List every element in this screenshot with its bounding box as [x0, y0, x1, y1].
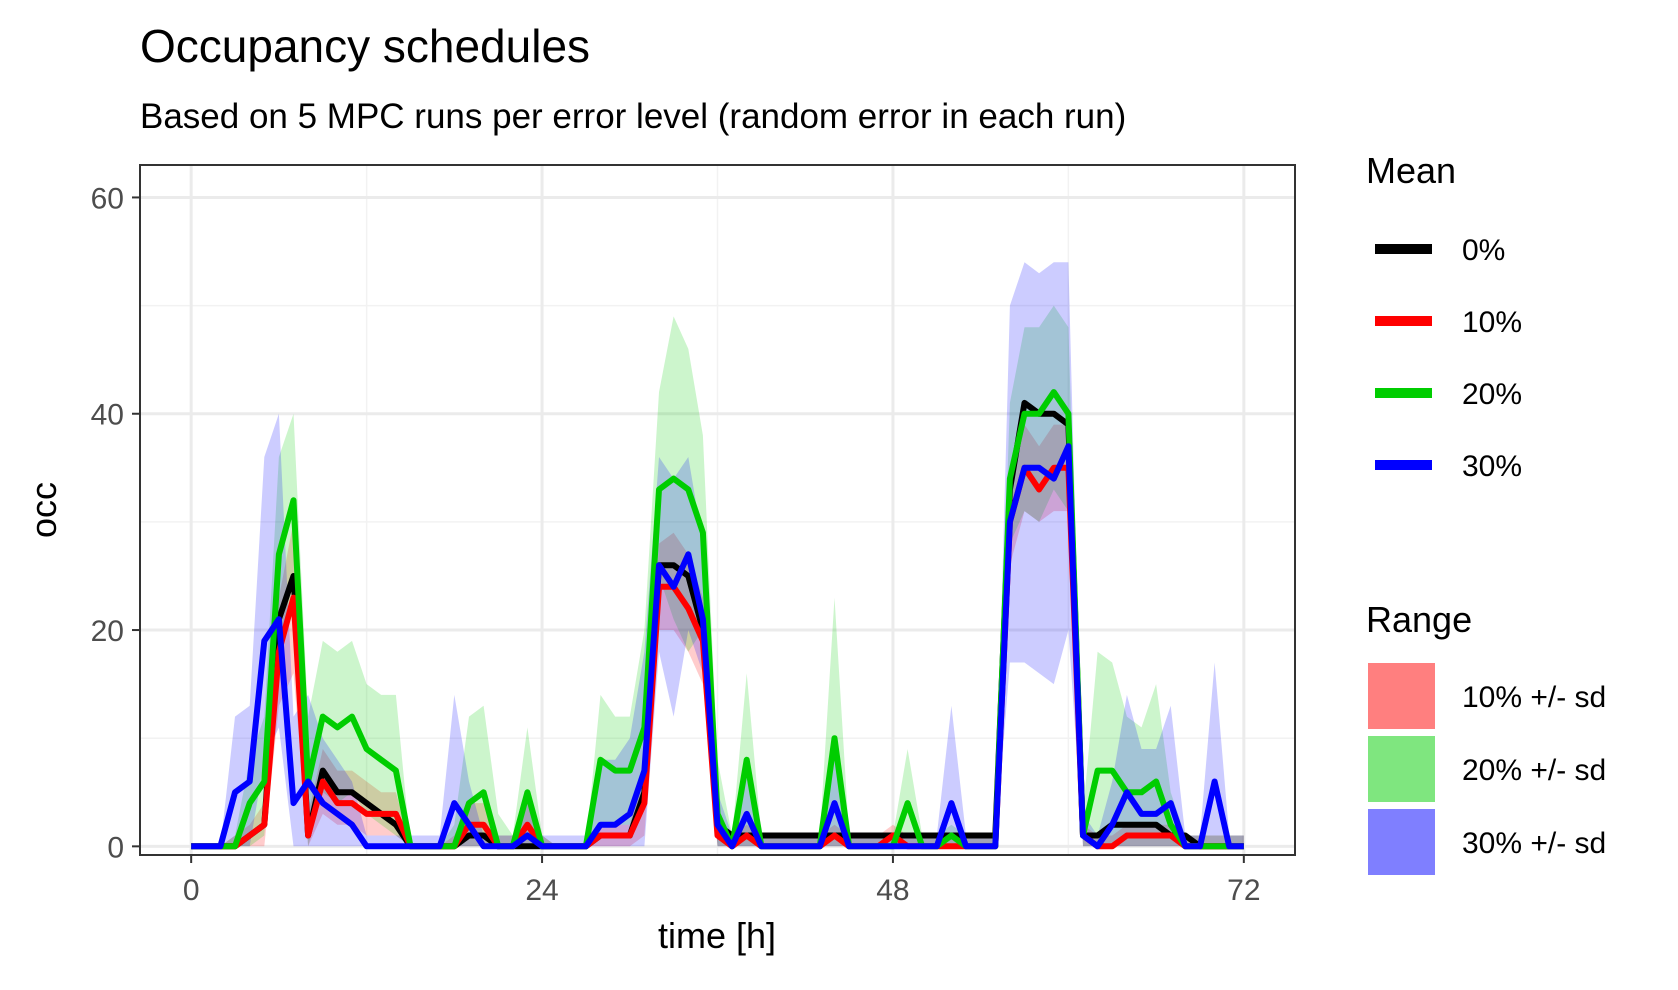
legend-mean-label: 30%	[1462, 450, 1522, 483]
x-tick-label: 48	[876, 874, 909, 907]
panel-border	[139, 164, 1296, 856]
x-tick-label: 0	[183, 874, 200, 907]
x-tick-label: 72	[1227, 874, 1260, 907]
legend-mean-label: 10%	[1462, 306, 1522, 339]
legend-range: Range 10% +/- sd 20% +/- sd 30% +/- sd	[1366, 599, 1606, 875]
legend-mean-label: 20%	[1462, 378, 1522, 411]
legend-range-key	[1368, 663, 1435, 729]
legend-range-label: 30% +/- sd	[1462, 827, 1606, 860]
legend-range-title: Range	[1366, 599, 1472, 640]
chart-subtitle: Based on 5 MPC runs per error level (ran…	[140, 97, 1126, 136]
legend-mean-title: Mean	[1366, 150, 1456, 191]
legend-mean-label: 0%	[1462, 234, 1505, 267]
y-tick-label: 60	[91, 182, 124, 215]
mean-lines	[191, 389, 1244, 850]
range-ribbon-3	[191, 262, 1244, 847]
chart-title: Occupancy schedules	[140, 20, 590, 72]
x-tick-label: 24	[525, 874, 558, 907]
y-axis-title: occ	[23, 482, 64, 538]
y-tick-label: 0	[107, 831, 124, 864]
y-tick-label: 20	[91, 615, 124, 648]
legend-range-key	[1368, 736, 1435, 802]
x-axis-title: time [h]	[658, 915, 776, 956]
legend-range-key	[1368, 809, 1435, 875]
legend-range-label: 20% +/- sd	[1462, 754, 1606, 787]
plot-panel	[139, 164, 1296, 856]
y-tick-label: 40	[91, 399, 124, 432]
y-axis: 0 20 40 60	[91, 182, 140, 864]
legend-range-label: 10% +/- sd	[1462, 681, 1606, 714]
legend-mean: Mean 0% 10% 20% 30%	[1366, 150, 1522, 483]
mean-line-4	[191, 443, 1244, 850]
grid-lines	[140, 165, 1295, 855]
x-axis: 0 24 48 72	[183, 855, 1261, 907]
